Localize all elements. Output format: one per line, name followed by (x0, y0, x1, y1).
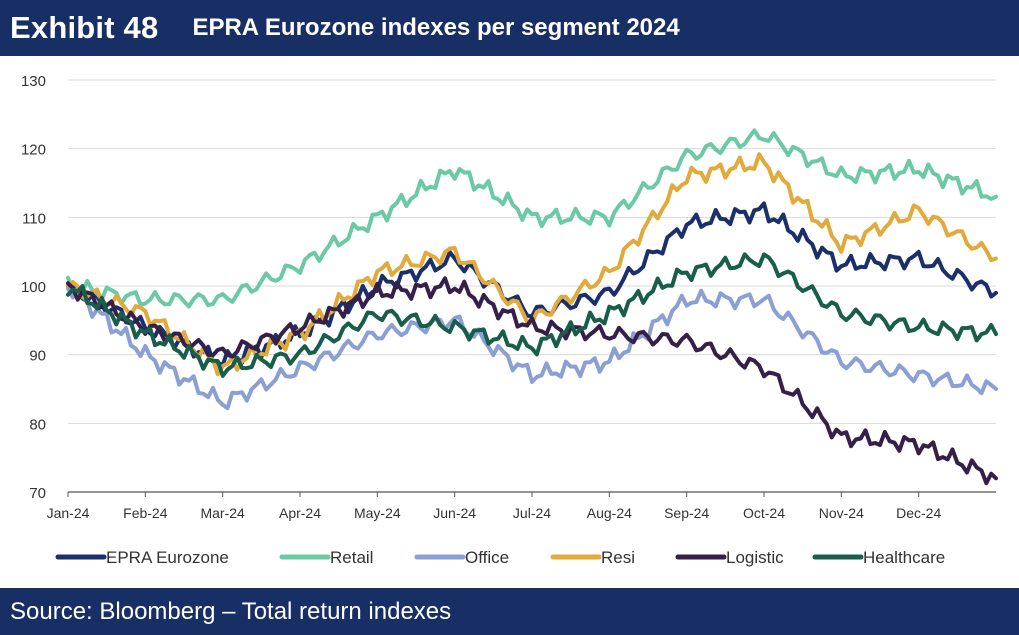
x-tick-label: Jul-24 (513, 505, 551, 521)
legend-label: EPRA Eurozone (106, 548, 229, 567)
series-line-office (66, 285, 998, 411)
y-axis: 70 80 90 100 110 120 130 (21, 73, 46, 502)
x-tick-label: Aug-24 (587, 505, 632, 521)
series-line-logistic (66, 276, 998, 486)
x-tick-label: Mar-24 (200, 505, 245, 521)
series-line-healthcare (66, 252, 998, 378)
x-tick-label: Dec-24 (896, 505, 941, 521)
legend-label: Retail (330, 548, 373, 567)
y-tick-label: 70 (29, 485, 46, 502)
x-tick-label: May-24 (354, 505, 401, 521)
y-tick-label: 90 (29, 348, 46, 365)
x-tick-label: Jun-24 (433, 505, 476, 521)
legend-label: Logistic (726, 548, 784, 567)
source-note: Source: Bloomberg – Total return indexes (10, 597, 452, 625)
y-tick-label: 120 (21, 142, 46, 159)
chart-area: 70 80 90 100 110 120 130 Jan-24 Feb-24 Mar-24 Apr… (0, 56, 1019, 588)
y-tick-label: 130 (21, 73, 46, 90)
exhibit-header: Exhibit 48 EPRA Eurozone indexes per seg… (0, 0, 1019, 56)
exhibit-number: Exhibit 48 (10, 10, 159, 45)
chart-title: EPRA Eurozone indexes per segment 2024 (192, 14, 680, 41)
x-axis: Jan-24 Feb-24 Mar-24 Apr-24 May-24 Jun-24 Jul-… (47, 491, 996, 521)
series-line-resi (66, 152, 998, 377)
x-tick-label: Nov-24 (819, 505, 864, 521)
x-tick-label: Apr-24 (279, 505, 321, 521)
legend-label: Healthcare (863, 548, 945, 567)
legend-label: Office (465, 548, 509, 567)
series-line-epra-eurozone (66, 201, 998, 368)
y-tick-label: 100 (21, 279, 46, 296)
x-tick-label: Oct-24 (743, 505, 785, 521)
legend: EPRA Eurozone Retail Office Resi Logistic Hea… (55, 548, 945, 567)
series-lines (66, 128, 998, 486)
gridlines (68, 79, 996, 424)
source-footer: Source: Bloomberg – Total return indexes (0, 588, 1019, 635)
x-tick-label: Feb-24 (123, 505, 168, 521)
line-chart: 70 80 90 100 110 120 130 Jan-24 Feb-24 Mar-24 Apr… (21, 73, 998, 567)
y-tick-label: 80 (29, 416, 46, 433)
legend-label: Resi (601, 548, 635, 567)
y-tick-label: 110 (22, 210, 46, 227)
x-tick-label: Jan-24 (47, 505, 90, 521)
x-tick-label: Sep-24 (664, 505, 709, 521)
series-line-retail (66, 128, 998, 309)
